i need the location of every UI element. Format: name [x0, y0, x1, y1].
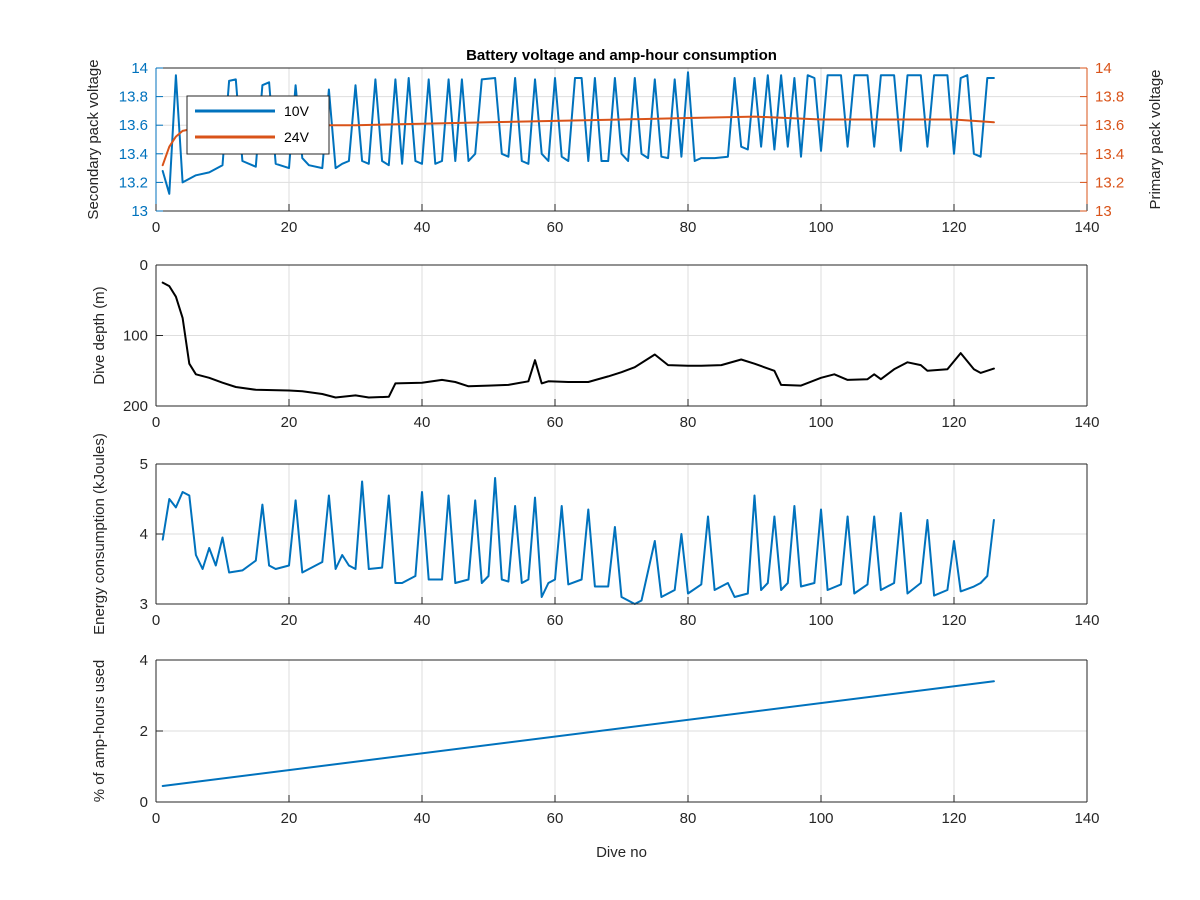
series-line-0 — [161, 477, 995, 605]
x-tick-label: 60 — [547, 219, 564, 236]
x-tick-label: 60 — [547, 612, 564, 629]
x-tick-label: 60 — [547, 810, 564, 827]
y-tick-label: 100 — [123, 328, 148, 345]
y-tick-label: 0 — [140, 794, 148, 811]
y-axis-label: Dive depth (m) — [91, 286, 108, 384]
x-tick-label: 100 — [808, 414, 833, 431]
x-tick-label: 120 — [941, 810, 966, 827]
series-line-0 — [161, 680, 995, 787]
x-axis-label: Dive no — [596, 844, 647, 861]
y-tick-label: 200 — [123, 398, 148, 415]
chart-title: Battery voltage and amp-hour consumption — [466, 47, 777, 64]
x-tick-label: 0 — [152, 219, 160, 236]
x-tick-label: 80 — [680, 810, 697, 827]
series-line-0 — [161, 281, 995, 399]
x-tick-label: 140 — [1074, 414, 1099, 431]
x-tick-label: 40 — [414, 810, 431, 827]
x-tick-label: 20 — [281, 810, 298, 827]
x-tick-label: 40 — [414, 612, 431, 629]
y-tick-label: 13.4 — [119, 146, 148, 163]
series-line-24v — [161, 115, 995, 167]
y-right-tick-label: 13.8 — [1095, 89, 1124, 106]
x-tick-label: 140 — [1074, 810, 1099, 827]
y-right-tick-label: 13.2 — [1095, 174, 1124, 191]
y-axis-label: Energy consumption (kJoules) — [91, 433, 108, 635]
y-axis-label-right: Primary pack voltage — [1147, 69, 1164, 209]
y-right-tick-label: 13.4 — [1095, 146, 1124, 163]
y-tick-label: 13.8 — [119, 89, 148, 106]
y-right-tick-label: 13 — [1095, 203, 1112, 220]
x-tick-label: 80 — [680, 414, 697, 431]
y-tick-label: 4 — [140, 652, 148, 669]
x-tick-label: 140 — [1074, 612, 1099, 629]
x-tick-label: 20 — [281, 219, 298, 236]
depth-panel: 0 20 40 60 80 100 120 140 0 100 200 Dive depth (m) — [91, 257, 1100, 431]
x-tick-label: 100 — [808, 612, 833, 629]
y-tick-label: 5 — [140, 456, 148, 473]
y-tick-label: 13.6 — [119, 117, 148, 134]
y-tick-label: 13.2 — [119, 174, 148, 191]
legend: 10V 24V — [186, 95, 330, 155]
amp-hours-panel: 0 20 40 60 80 100 120 140 0 2 4 % of amp-hours used… — [91, 652, 1100, 861]
x-tick-label: 140 — [1074, 219, 1099, 236]
y-right-tick-label: 14 — [1095, 60, 1112, 77]
x-tick-label: 100 — [808, 219, 833, 236]
x-tick-label: 40 — [414, 414, 431, 431]
y-tick-label: 14 — [131, 60, 148, 77]
y-right-tick-label: 13.6 — [1095, 117, 1124, 134]
y-axis-label: % of amp-hours used — [91, 660, 108, 803]
x-tick-label: 60 — [547, 414, 564, 431]
y-axis-label: Secondary pack voltage — [85, 59, 102, 219]
y-tick-label: 3 — [140, 596, 148, 613]
y-tick-label: 4 — [140, 526, 148, 543]
legend-label-24v: 24V — [284, 129, 310, 145]
legend-label-10v: 10V — [284, 103, 310, 119]
x-tick-label: 40 — [414, 219, 431, 236]
energy-panel: 0 20 40 60 80 100 120 140 3 4 5 Energy consumption … — [91, 433, 1100, 635]
x-tick-label: 120 — [941, 612, 966, 629]
x-tick-label: 120 — [941, 414, 966, 431]
x-tick-label: 0 — [152, 810, 160, 827]
x-tick-label: 100 — [808, 810, 833, 827]
y-tick-label: 2 — [140, 723, 148, 740]
y-tick-label: 13 — [131, 203, 148, 220]
x-tick-label: 80 — [680, 612, 697, 629]
x-tick-label: 120 — [941, 219, 966, 236]
y-tick-label: 0 — [140, 257, 148, 274]
x-tick-label: 20 — [281, 414, 298, 431]
x-tick-label: 80 — [680, 219, 697, 236]
legend-box — [186, 95, 330, 155]
voltage-panel: 0 20 40 60 80 100 120 1401313.213.413.613.81413… — [85, 47, 1164, 236]
x-tick-label: 20 — [281, 612, 298, 629]
x-tick-label: 0 — [152, 612, 160, 629]
x-tick-label: 0 — [152, 414, 160, 431]
